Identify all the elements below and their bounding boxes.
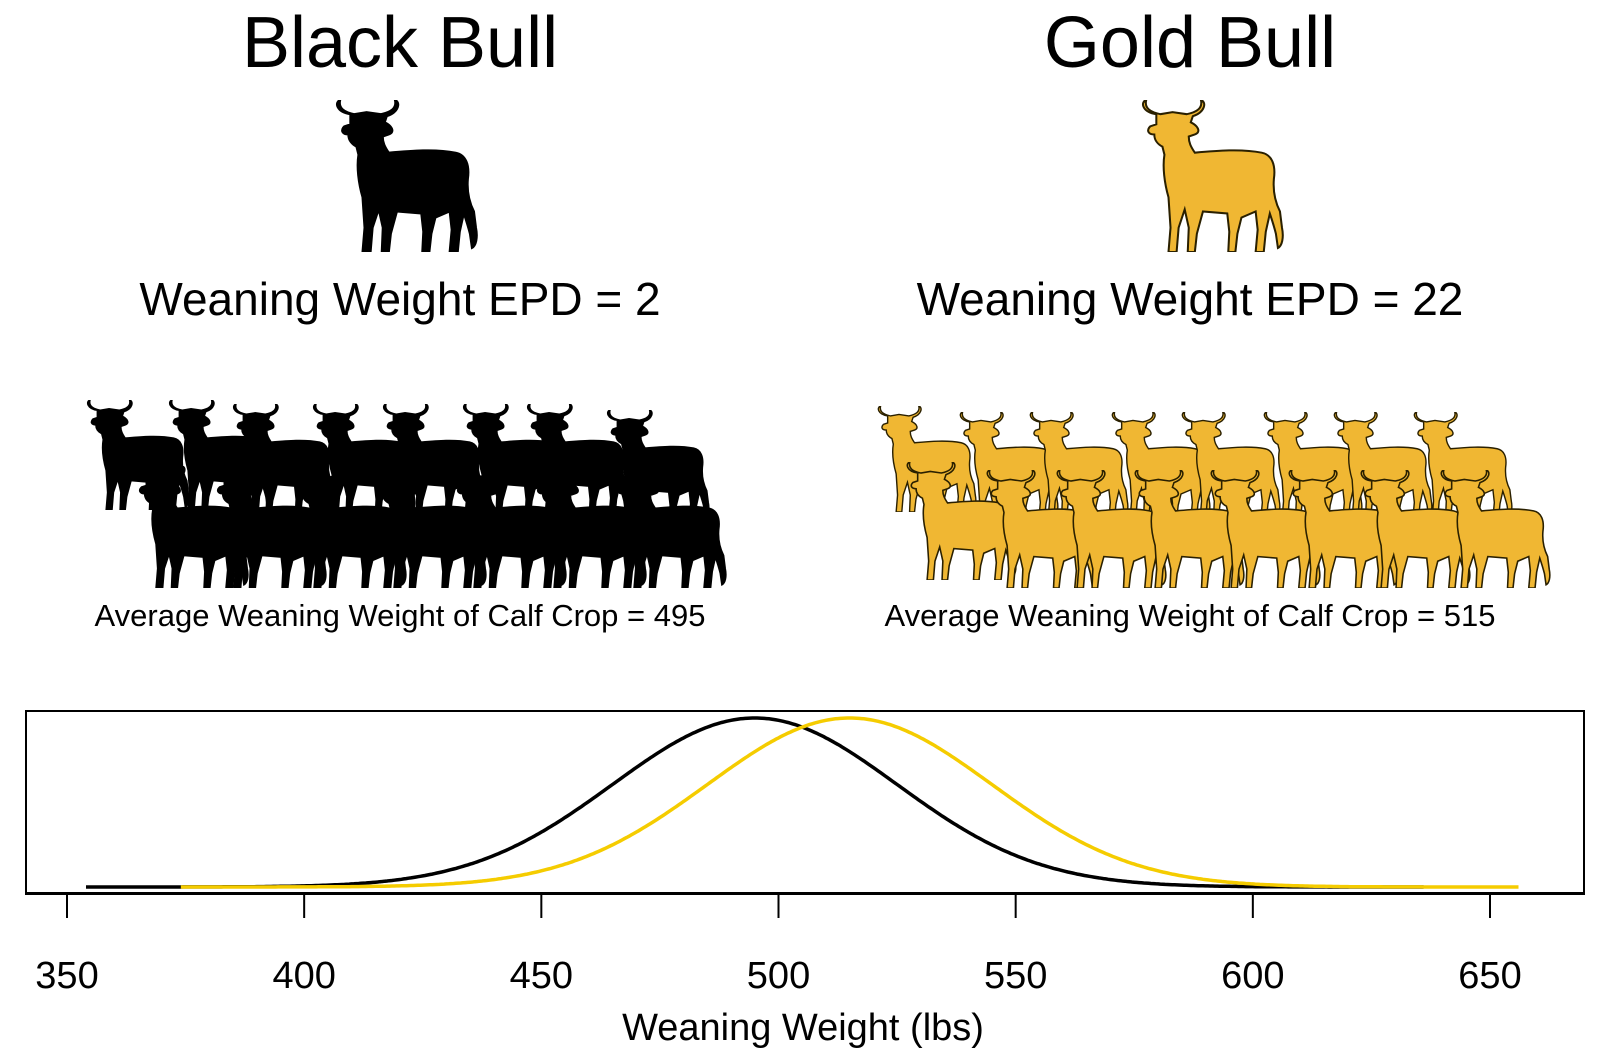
gold-calf-crop-average: Average Weaning Weight of Calf Crop = 51… bbox=[884, 598, 1496, 633]
black-bull-title: Black Bull bbox=[241, 3, 559, 83]
x-axis-label: Weaning Weight (lbs) bbox=[622, 1007, 984, 1049]
gold-bull-icon bbox=[1141, 100, 1284, 252]
gold-bull-title: Gold Bull bbox=[1043, 3, 1337, 83]
black-calf-herd bbox=[86, 400, 727, 588]
black-calf-crop-average: Average Weaning Weight of Calf Crop = 49… bbox=[94, 598, 706, 633]
x-tick-label: 500 bbox=[747, 955, 810, 997]
plot-frame bbox=[25, 710, 1585, 895]
x-tick-label: 400 bbox=[272, 955, 335, 997]
gold-bull-epd: Weaning Weight EPD = 22 bbox=[916, 273, 1464, 325]
gold-bull-icon-shape bbox=[1141, 100, 1284, 252]
black-bull-epd: Weaning Weight EPD = 2 bbox=[139, 273, 661, 325]
x-tick-label: 450 bbox=[510, 955, 573, 997]
x-tick-label: 550 bbox=[984, 955, 1047, 997]
weaning-weight-density-chart: 350 400 450 500 550 600 650 Weaning Weight (lb… bbox=[25, 710, 1585, 1049]
black-calf-shape bbox=[606, 410, 710, 520]
x-tick-label: 650 bbox=[1458, 955, 1521, 997]
x-tick-label: 600 bbox=[1221, 955, 1284, 997]
x-tick-label: 350 bbox=[35, 955, 98, 997]
gold-bull-density-curve bbox=[180, 716, 1519, 889]
gold-calf-herd bbox=[877, 406, 1551, 588]
black-bull-icon bbox=[335, 100, 478, 252]
black-bull-density-curve bbox=[86, 716, 1424, 889]
black-bull-icon-shape bbox=[335, 100, 478, 252]
